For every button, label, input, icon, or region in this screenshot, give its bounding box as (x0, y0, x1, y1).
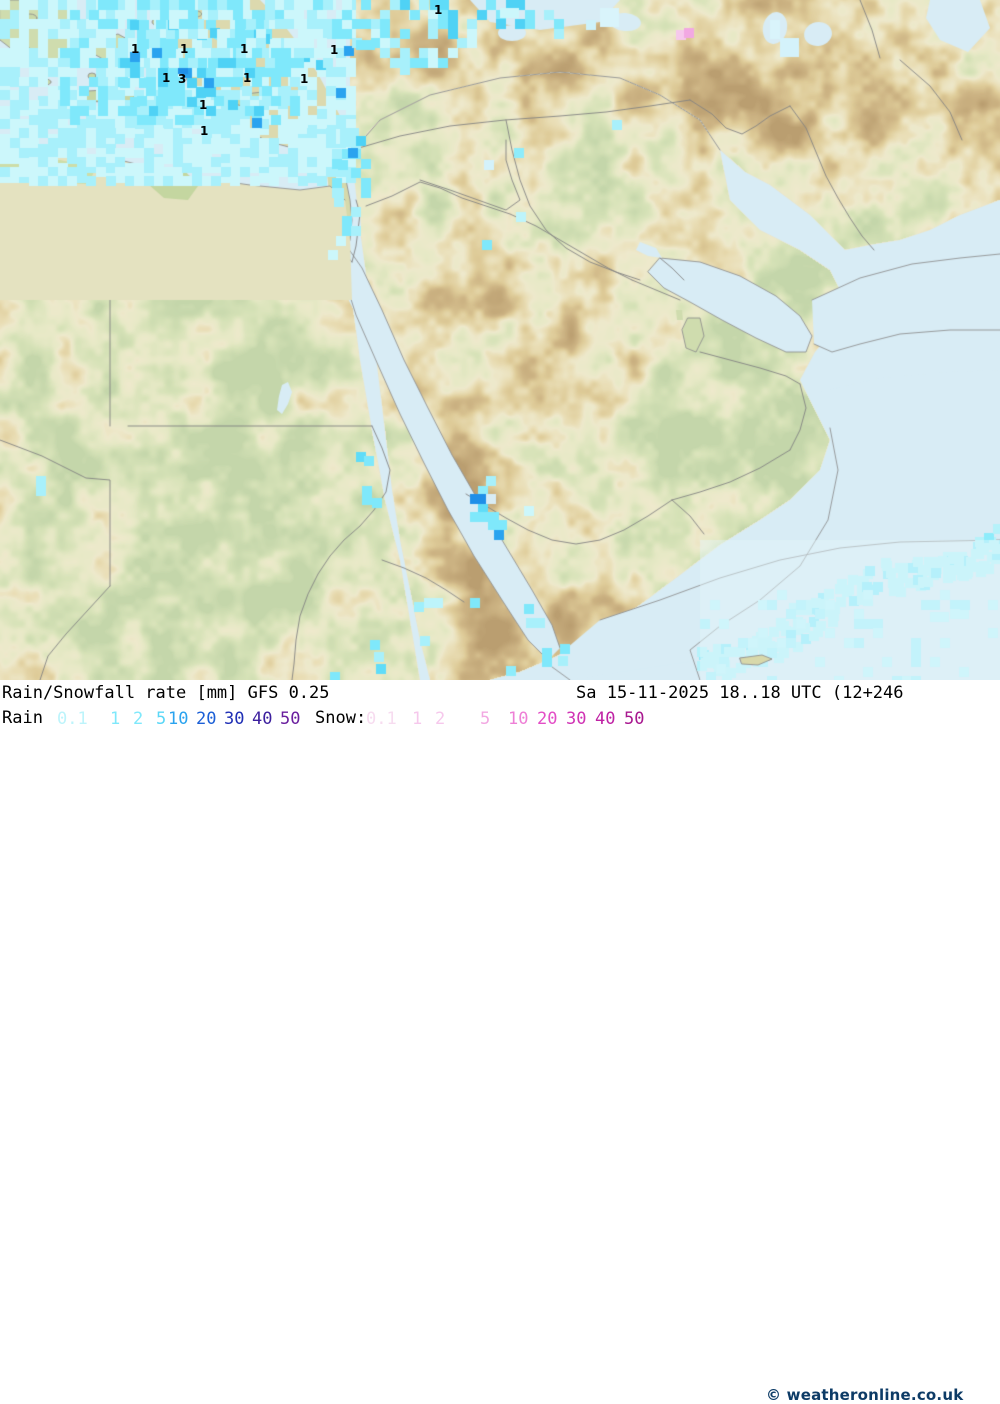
scale-value: 10 (168, 709, 189, 729)
scale-value: 0.1 (366, 709, 397, 729)
scale-value: 20 (537, 709, 558, 729)
rain-scale-label: Rain (2, 708, 43, 728)
scale-value: 30 (566, 709, 587, 729)
scale-value: 2 (435, 709, 446, 729)
copyright-symbol: © (766, 1386, 782, 1404)
scale-value: 20 (196, 709, 217, 729)
scale-value: 5 (156, 709, 167, 729)
scale-value: 40 (595, 709, 616, 729)
scale-value: 1 (110, 709, 121, 729)
footer-scale-row: Rain 0.1 1 2 5 10 20 30 40 50 Snow: 0.1 1 2 5 10 20 30… (0, 706, 1000, 732)
snow-scale-label: Snow: (315, 708, 367, 728)
scale-value: 40 (252, 709, 273, 729)
scale-value: 50 (280, 709, 301, 729)
copyright-notice[interactable]: © weatheronline.co.uk (766, 1386, 963, 1404)
scale-value: 2 (133, 709, 144, 729)
scale-value: 50 (624, 709, 645, 729)
scale-value: 1 (412, 709, 423, 729)
scale-value: 30 (224, 709, 245, 729)
scale-value: 0.1 (57, 709, 88, 729)
map-footer: Rain/Snowfall rate [mm] GFS 0.25 Sa 15-1… (0, 680, 1000, 1404)
product-title: Rain/Snowfall rate [mm] GFS 0.25 (2, 683, 330, 703)
scale-value: 10 (508, 709, 529, 729)
map-raster-canvas[interactable] (0, 0, 1000, 680)
copyright-text: weatheronline.co.uk (786, 1386, 964, 1404)
footer-title-row: Rain/Snowfall rate [mm] GFS 0.25 Sa 15-1… (0, 681, 1000, 707)
scale-value: 5 (480, 709, 491, 729)
valid-time-label: Sa 15-11-2025 18..18 UTC (12+246 (576, 683, 904, 703)
